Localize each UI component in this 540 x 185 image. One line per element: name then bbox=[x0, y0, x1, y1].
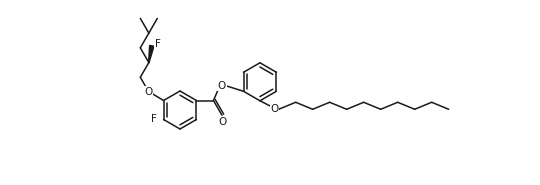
Polygon shape bbox=[148, 46, 154, 63]
Text: F: F bbox=[151, 114, 157, 124]
Text: O: O bbox=[145, 87, 153, 97]
Text: F: F bbox=[155, 39, 161, 49]
Text: O: O bbox=[219, 117, 227, 127]
Text: O: O bbox=[271, 104, 279, 114]
Text: O: O bbox=[218, 81, 226, 91]
